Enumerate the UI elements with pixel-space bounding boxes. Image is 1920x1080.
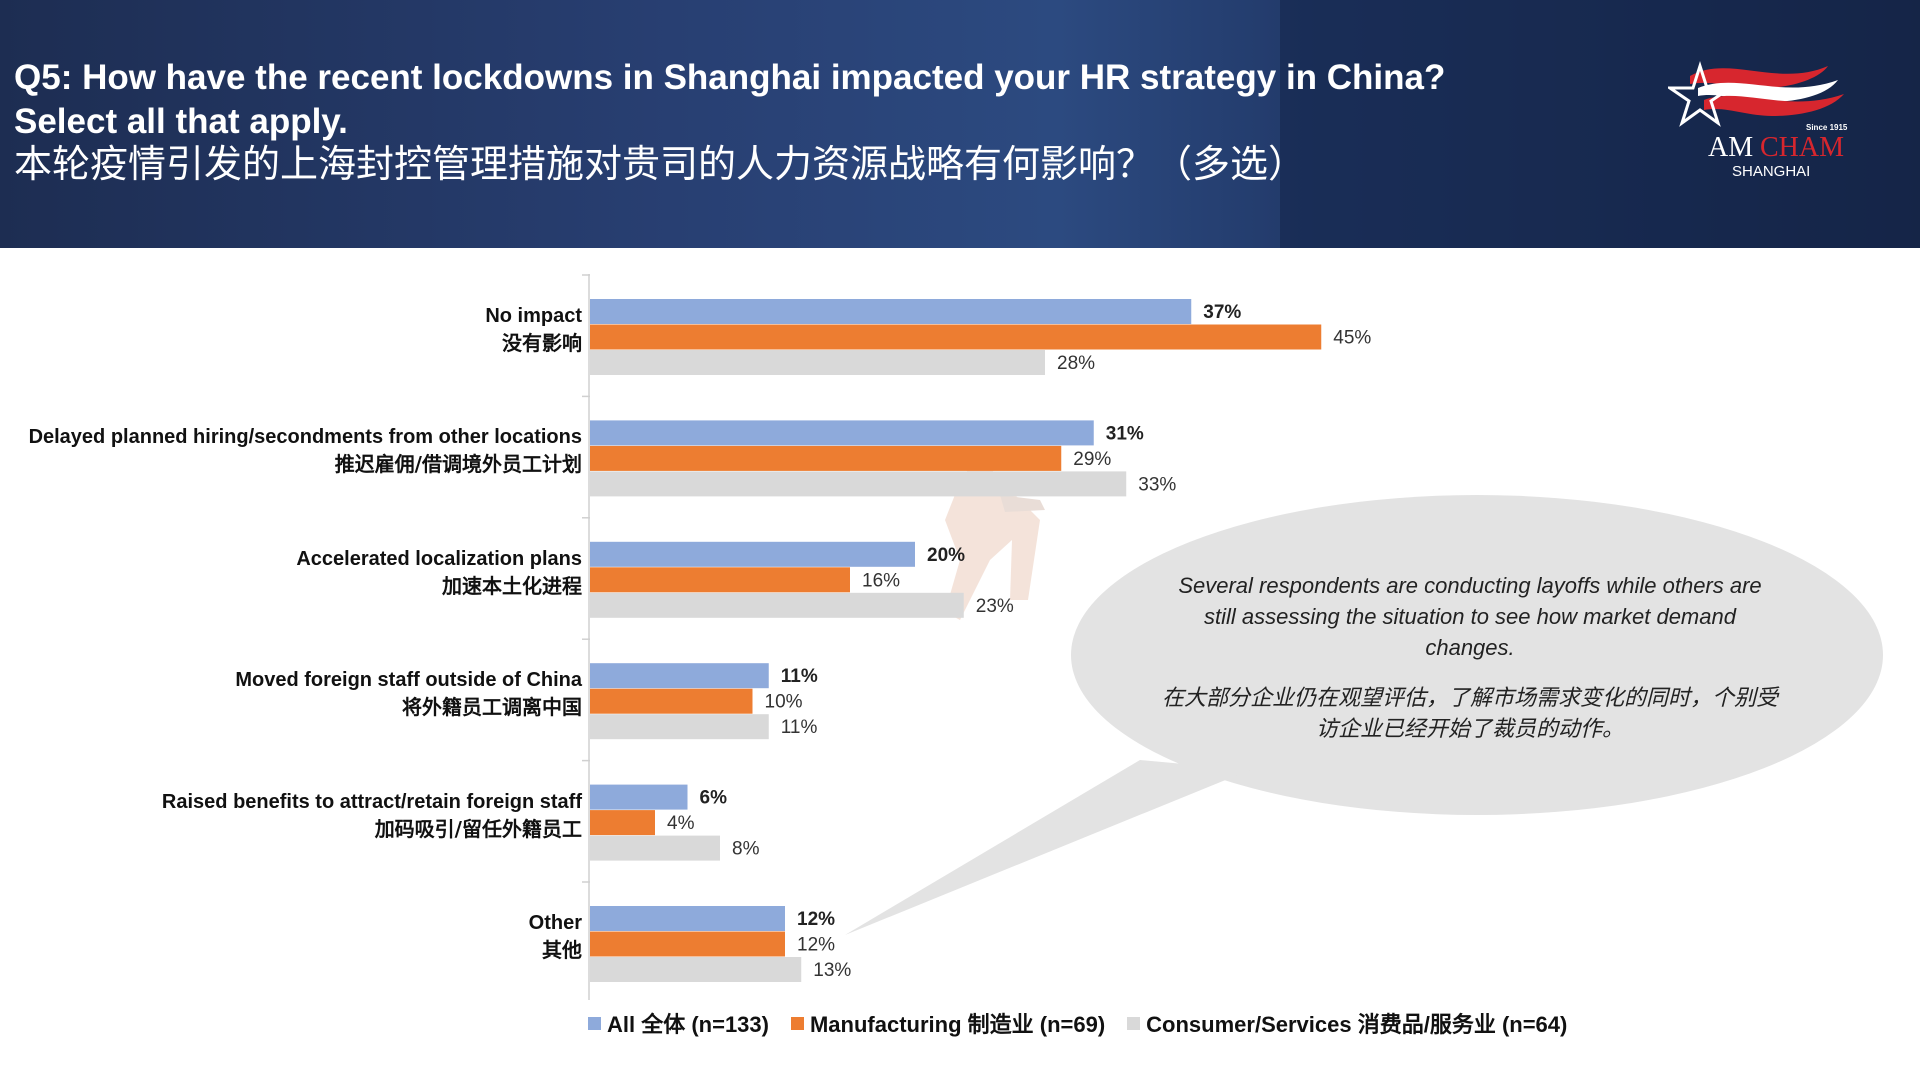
flag-stripes-icon xyxy=(1690,66,1844,116)
category-label-cn: 其他 xyxy=(542,938,582,962)
category-label-en: Raised benefits to attract/retain foreig… xyxy=(161,790,582,813)
data-label: 11% xyxy=(781,717,818,738)
category-label-en: Delayed planned hiring/secondments from … xyxy=(28,426,582,449)
logo-am: AM xyxy=(1708,132,1753,163)
legend-label: All 全体 (n=133) xyxy=(607,1012,769,1037)
data-label: 28% xyxy=(1057,353,1095,374)
callout-bubble xyxy=(845,495,1883,935)
data-label: 12% xyxy=(797,935,835,956)
legend-item: Consumer/Services 消费品/服务业 (n=64) xyxy=(1127,1007,1567,1039)
category-label-en: Accelerated localization plans xyxy=(296,547,582,570)
legend-item: Manufacturing 制造业 (n=69) xyxy=(790,1007,1106,1039)
legend-item: All 全体 (n=133) xyxy=(588,1007,769,1039)
bar-series-2-cat-2 xyxy=(590,445,1062,471)
bar-series-1-cat-1 xyxy=(590,299,1192,324)
category-label: Delayed planned hiring/secondments from … xyxy=(29,424,582,478)
category-label-en: No impact xyxy=(485,305,582,327)
header-banner: Q5: How have the recent lockdowns in Sha… xyxy=(0,0,1920,248)
chart-legend: All 全体 (n=133) Manufacturing 制造业 (n=69) Co… xyxy=(588,1008,1589,1038)
legend-label: Consumer/Services 消费品/服务业 (n=64) xyxy=(1146,1012,1568,1037)
data-label: 45% xyxy=(1333,328,1371,349)
bar-series-3-cat-6 xyxy=(590,957,802,982)
legend-swatch xyxy=(790,1016,804,1030)
legend-swatch xyxy=(1127,1016,1141,1030)
question-subtitle-en: Select all that apply. xyxy=(14,102,348,141)
question-title-en: Q5: How have the recent lockdowns in Sha… xyxy=(14,58,1446,97)
data-label: 10% xyxy=(765,692,803,713)
bar-series-3-cat-4 xyxy=(590,714,769,740)
bar-series-3-cat-3 xyxy=(590,592,964,618)
data-label: 13% xyxy=(813,960,851,981)
category-label: No impact 没有影响 xyxy=(485,303,582,357)
bar-series-3-cat-1 xyxy=(590,350,1045,375)
bar-series-2-cat-1 xyxy=(590,324,1322,350)
data-label: 37% xyxy=(1203,302,1241,323)
bar-series-2-cat-6 xyxy=(590,931,785,957)
category-label-cn: 推迟雇佣/借调境外员工计划 xyxy=(334,452,582,477)
bar-series-2-cat-3 xyxy=(590,567,850,593)
category-label: Other 其他 xyxy=(529,910,582,964)
bar-series-2-cat-5 xyxy=(590,810,655,836)
category-label: Moved foreign staff outside of China 将外籍员… xyxy=(235,667,582,721)
data-label: 4% xyxy=(667,813,695,834)
legend-swatch xyxy=(588,1016,601,1030)
data-label: 6% xyxy=(700,788,728,809)
bar-series-1-cat-6 xyxy=(590,906,785,931)
category-label-cn: 将外籍员工调离中国 xyxy=(402,695,582,720)
callout-text-cn: 在大部分企业仍在观望评估，了解市场需求变化的同时，个别受访企业已经开始了裁员的动… xyxy=(1161,686,1778,742)
amcham-logo: Since 1915 AM CHAM SHANGHAI xyxy=(1668,61,1848,180)
bar-series-1-cat-5 xyxy=(590,784,688,810)
legend-label: Manufacturing 制造业 (n=69) xyxy=(809,1012,1106,1037)
bar-series-2-cat-4 xyxy=(590,688,753,714)
header-right-panel xyxy=(1280,0,1920,248)
data-label: 8% xyxy=(732,839,760,860)
data-label: 29% xyxy=(1073,449,1111,470)
category-label-cn: 没有影响 xyxy=(502,331,582,355)
data-label: 16% xyxy=(862,570,900,591)
bar-series-3-cat-5 xyxy=(590,835,720,861)
data-label: 11% xyxy=(781,666,818,687)
data-label: 23% xyxy=(976,596,1014,617)
data-label: 31% xyxy=(1106,423,1144,444)
logo-since: Since 1915 xyxy=(1806,123,1848,132)
category-label-cn: 加速本土化进程 xyxy=(442,573,582,598)
data-label: 33% xyxy=(1138,474,1176,495)
data-label: 20% xyxy=(927,545,965,566)
bar-series-3-cat-2 xyxy=(590,471,1127,497)
callout-text-en: Several respondents are conducting layof… xyxy=(1178,573,1762,660)
bar-series-1-cat-4 xyxy=(590,663,769,689)
star-icon xyxy=(1668,61,1735,127)
question-title-cn: 本轮疫情引发的上海封控管理措施对贵司的人力资源战略有何影响？（多选） xyxy=(14,142,1307,186)
category-label-cn: 加码吸引/留任外籍员工 xyxy=(374,816,582,841)
category-label-en: Moved foreign staff outside of China xyxy=(235,669,582,692)
category-label: Raised benefits to attract/retain foreig… xyxy=(162,789,582,843)
data-label: 12% xyxy=(797,909,835,930)
bar-series-1-cat-3 xyxy=(590,541,915,567)
logo-cham: CHAM xyxy=(1760,132,1844,163)
category-label: Accelerated localization plans 加速本土化进程 xyxy=(296,546,582,600)
bar-series-1-cat-2 xyxy=(590,420,1094,446)
category-label-en: Other xyxy=(528,912,582,934)
callout-text: Several respondents are conducting layof… xyxy=(1160,570,1780,745)
logo-city: SHANGHAI xyxy=(1732,163,1810,180)
